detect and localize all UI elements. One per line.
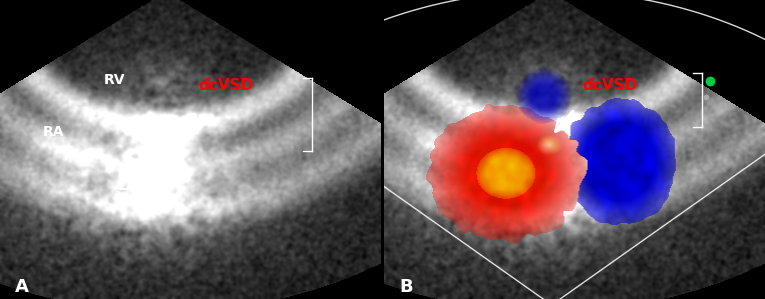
- Text: dcVSD: dcVSD: [582, 78, 637, 93]
- Text: LA: LA: [118, 179, 138, 193]
- Text: B: B: [399, 278, 413, 296]
- Text: A: A: [15, 278, 29, 296]
- Text: dcVSD: dcVSD: [198, 78, 253, 93]
- Text: RV: RV: [103, 73, 125, 87]
- Text: RA: RA: [43, 125, 64, 139]
- Text: AO: AO: [147, 128, 169, 142]
- Text: PA: PA: [198, 113, 217, 127]
